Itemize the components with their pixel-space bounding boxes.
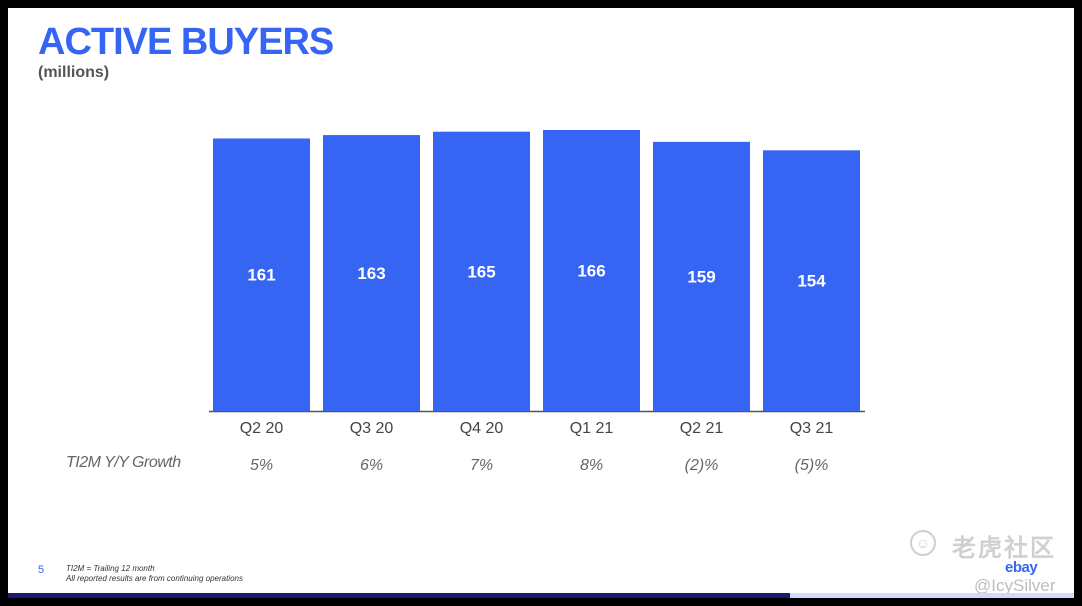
growth-value: (2)% <box>685 457 719 474</box>
bar-chart: 161 Q2 20 5% 163 Q3 20 6% 165 Q4 20 7% 166 Q1 21 8%… <box>209 130 865 474</box>
page-number: 5 <box>38 564 45 576</box>
bar-value-label: 166 <box>577 262 605 281</box>
bar-value-label: 163 <box>357 264 385 283</box>
category-label: Q1 21 <box>570 420 614 437</box>
category-label: Q2 21 <box>680 420 724 437</box>
watermark-text: 老虎社区 <box>952 534 1056 562</box>
bar-q4-20 <box>433 131 530 411</box>
bar-q2-20 <box>213 138 310 411</box>
bottom-strip-light <box>790 593 1074 598</box>
bar-value-label: 154 <box>797 272 826 291</box>
category-label: Q2 20 <box>240 420 284 437</box>
watermark-user: @IcySilver <box>974 576 1056 595</box>
ebay-logo: ebay <box>1005 559 1038 576</box>
bar-value-label: 161 <box>247 266 275 285</box>
bar-q2-21 <box>653 141 750 411</box>
footnote: TI2M = Trailing 12 month All reported re… <box>66 564 243 584</box>
bar-q1-21 <box>543 130 640 411</box>
chart-subtitle: (millions) <box>38 64 110 81</box>
category-label: Q3 20 <box>350 420 394 437</box>
bar-value-label: 165 <box>467 262 495 281</box>
bar-value-label: 159 <box>687 267 715 286</box>
bar-q3-20 <box>323 135 420 411</box>
bottom-strip-dark <box>8 593 790 598</box>
chart-title: ACTIVE BUYERS <box>38 21 334 63</box>
growth-value: (5)% <box>795 457 829 474</box>
watermark: ☺ 老虎社区 @IcySilver <box>908 526 1068 595</box>
slide: ACTIVE BUYERS (millions) 161 Q2 20 5% 163 Q3… <box>8 8 1074 598</box>
tiger-icon: ☺ <box>910 530 936 556</box>
growth-value: 5% <box>250 457 273 474</box>
growth-value: 8% <box>580 457 603 474</box>
growth-value: 6% <box>360 457 383 474</box>
footnote-line-1: TI2M = Trailing 12 month <box>66 564 155 573</box>
bar-q3-21 <box>763 150 860 412</box>
growth-value: 7% <box>470 457 493 474</box>
growth-row-title: TI2M Y/Y Growth <box>66 454 181 471</box>
category-label: Q3 21 <box>790 420 834 437</box>
category-label: Q4 20 <box>460 420 504 437</box>
footnote-line-2: All reported results are from continuing… <box>66 574 243 583</box>
